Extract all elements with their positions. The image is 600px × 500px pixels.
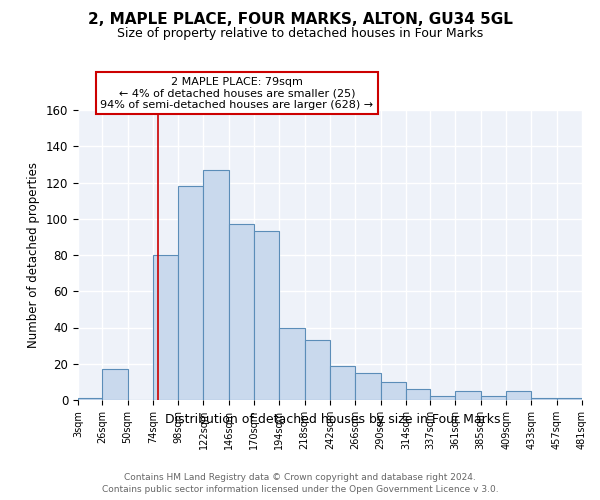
Y-axis label: Number of detached properties: Number of detached properties <box>28 162 40 348</box>
Bar <box>557 398 582 400</box>
Bar <box>330 366 355 400</box>
Bar <box>254 232 280 400</box>
Bar <box>305 340 330 400</box>
Bar <box>78 398 102 400</box>
Bar <box>203 170 229 400</box>
Bar <box>102 369 128 400</box>
Bar <box>406 389 430 400</box>
Bar <box>355 373 380 400</box>
Bar <box>229 224 254 400</box>
Text: 2 MAPLE PLACE: 79sqm
← 4% of detached houses are smaller (25)
94% of semi-detach: 2 MAPLE PLACE: 79sqm ← 4% of detached ho… <box>100 77 373 110</box>
Bar <box>280 328 305 400</box>
Text: 2, MAPLE PLACE, FOUR MARKS, ALTON, GU34 5GL: 2, MAPLE PLACE, FOUR MARKS, ALTON, GU34 … <box>88 12 512 28</box>
Text: Contains public sector information licensed under the Open Government Licence v : Contains public sector information licen… <box>101 485 499 494</box>
Text: Distribution of detached houses by size in Four Marks: Distribution of detached houses by size … <box>165 412 501 426</box>
Bar <box>506 391 532 400</box>
Bar <box>178 186 203 400</box>
Text: Size of property relative to detached houses in Four Marks: Size of property relative to detached ho… <box>117 28 483 40</box>
Text: Contains HM Land Registry data © Crown copyright and database right 2024.: Contains HM Land Registry data © Crown c… <box>124 472 476 482</box>
Bar <box>455 391 481 400</box>
Bar <box>153 255 178 400</box>
Bar <box>481 396 506 400</box>
Bar <box>532 398 557 400</box>
Bar <box>380 382 406 400</box>
Bar <box>430 396 455 400</box>
